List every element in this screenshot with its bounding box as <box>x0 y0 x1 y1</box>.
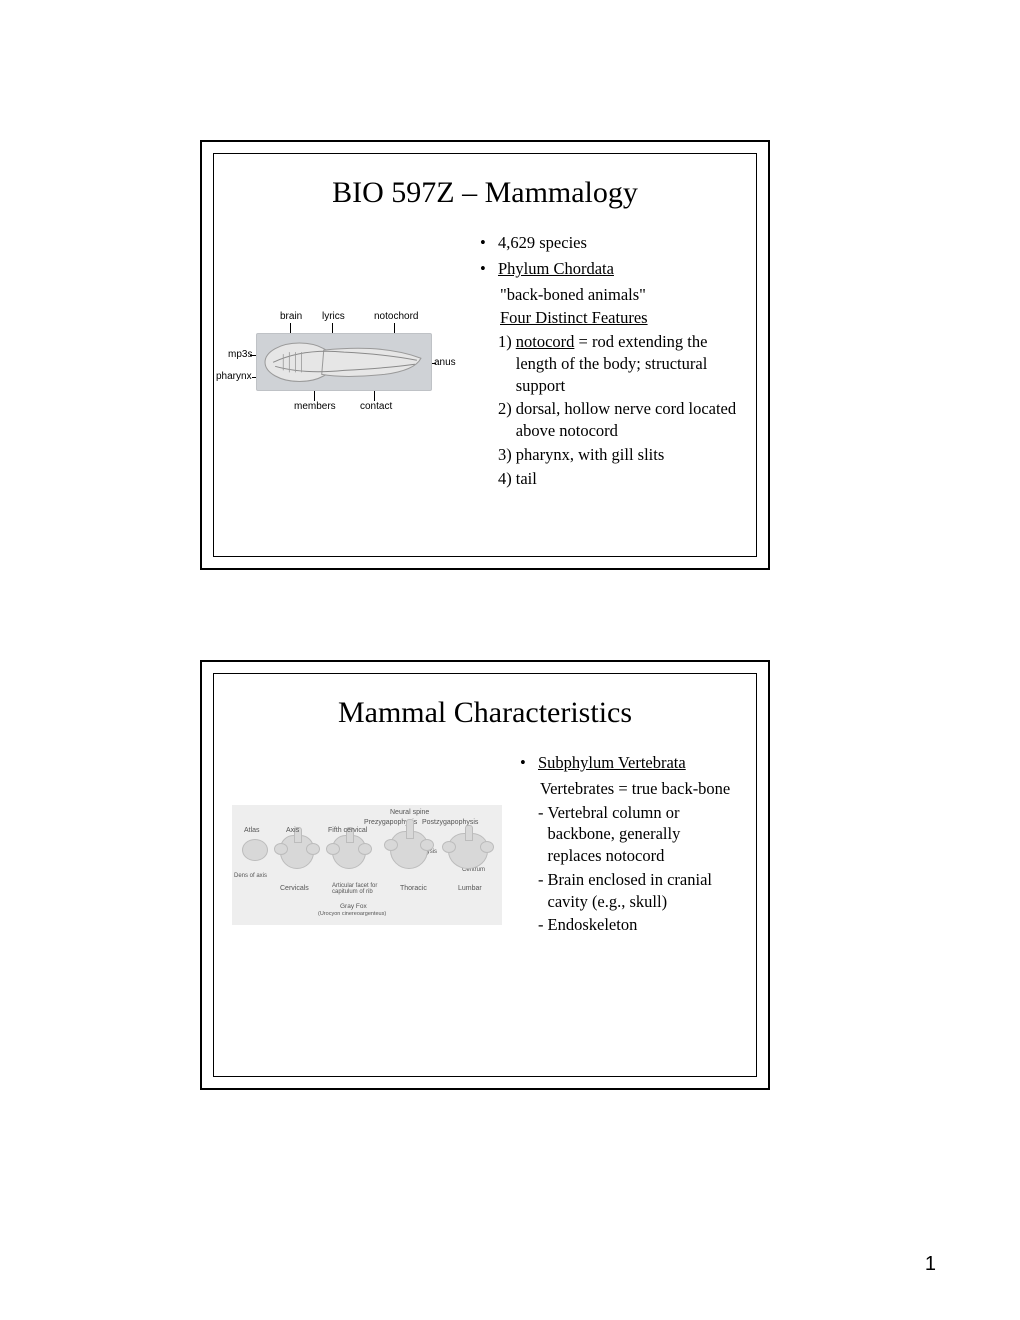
diagram-label: Neural spine <box>390 809 429 816</box>
feature-number: 2) <box>498 398 516 442</box>
feature-text: pharynx, with gill slits <box>516 444 738 466</box>
diagram-label-contact: contact <box>360 401 392 412</box>
feature-item: 2) dorsal, hollow nerve cord located abo… <box>480 398 738 442</box>
diagram-label-mp3s: mp3s <box>228 349 252 360</box>
slide-1-diagram: brain lyrics notochord mp3s pharynx anus <box>232 232 462 491</box>
bullet-dot-icon <box>480 232 498 254</box>
slide-2-body: Neural spine Prezygapophysis Postzygapop… <box>232 752 738 938</box>
bullet-dot-icon <box>520 752 538 774</box>
diagram-label: Thoracic <box>400 885 427 892</box>
feature-item: 1) notocord = rod extending the length o… <box>480 331 738 396</box>
dash-item: - Endoskeleton <box>520 914 738 936</box>
diagram-label-members: members <box>294 401 336 412</box>
subline: "back-boned animals" <box>480 284 738 306</box>
bullet-item: 4,629 species <box>480 232 738 254</box>
dash-item: - Vertebral column or backbone, generall… <box>520 802 738 867</box>
slide-1-content: 4,629 species Phylum Chordata "back-bone… <box>480 232 738 491</box>
slide-1-title: BIO 597Z – Mammalogy <box>232 176 738 210</box>
diagram-label-lyrics: lyrics <box>322 311 345 322</box>
feature-item: 3) pharynx, with gill slits <box>480 444 738 466</box>
slide-2-diagram: Neural spine Prezygapophysis Postzygapop… <box>232 752 502 938</box>
vertebrae-diagram: Neural spine Prezygapophysis Postzygapop… <box>232 805 502 925</box>
slide-2: Mammal Characteristics Neural spine Prez… <box>200 660 770 1090</box>
dash-icon: - <box>538 914 548 936</box>
feature-item: 4) tail <box>480 468 738 490</box>
diagram-label: Axis <box>286 827 299 834</box>
vertebra-shape <box>332 835 366 869</box>
embryo-icon <box>263 340 425 385</box>
vertebra-shape <box>242 839 268 861</box>
diagram-label: Cervicals <box>280 885 309 892</box>
features-header: Four Distinct Features <box>480 307 738 329</box>
bullet-text: 4,629 species <box>498 232 587 254</box>
diagram-caption: Gray Fox <box>340 903 367 910</box>
feature-number: 4) <box>498 468 516 490</box>
chordate-imagebox <box>256 333 432 391</box>
dash-item: - Brain enclosed in cranial cavity (e.g.… <box>520 869 738 913</box>
feature-number: 3) <box>498 444 516 466</box>
chordate-diagram: brain lyrics notochord mp3s pharynx anus <box>232 287 452 457</box>
bullet-item: Phylum Chordata <box>480 258 738 280</box>
feature-term: notocord <box>516 332 575 351</box>
dash-text: Vertebral column or backbone, generally … <box>548 802 739 867</box>
diagram-label: Dens of axis <box>234 873 267 879</box>
diagram-label: Fifth cervical <box>328 827 367 834</box>
dash-icon: - <box>538 802 548 867</box>
diagram-label: Atlas <box>244 827 260 834</box>
slide-1-inner: BIO 597Z – Mammalogy brain lyrics notoch… <box>213 153 757 557</box>
diagram-label-pharynx: pharynx <box>216 371 252 382</box>
feature-text: dorsal, hollow nerve cord located above … <box>516 398 738 442</box>
diagram-label: Articular facet for capitulum of rib <box>332 883 392 895</box>
diagram-label-anus: anus <box>434 357 456 368</box>
slide-2-inner: Mammal Characteristics Neural spine Prez… <box>213 673 757 1077</box>
slide-1: BIO 597Z – Mammalogy brain lyrics notoch… <box>200 140 770 570</box>
vertebra-shape <box>390 831 428 869</box>
dash-text: Endoskeleton <box>548 914 739 936</box>
bullet-text: Subphylum Vertebrata <box>538 752 686 774</box>
vertebra-shape <box>280 835 314 869</box>
dash-icon: - <box>538 869 548 913</box>
feature-text: tail <box>516 468 738 490</box>
diagram-caption: (Urocyon cinereoargenteus) <box>318 911 386 917</box>
feature-text: notocord = rod extending the length of t… <box>516 331 738 396</box>
diagram-label: Lumbar <box>458 885 482 892</box>
slide-2-title: Mammal Characteristics <box>232 696 738 730</box>
diagram-label-brain: brain <box>280 311 302 322</box>
page: BIO 597Z – Mammalogy brain lyrics notoch… <box>0 0 1020 1320</box>
slide-1-body: brain lyrics notochord mp3s pharynx anus <box>232 232 738 491</box>
diagram-label-notochord: notochord <box>374 311 418 322</box>
vertebra-shape <box>448 833 488 869</box>
bullet-dot-icon <box>480 258 498 280</box>
feature-number: 1) <box>498 331 516 396</box>
bullet-item: Subphylum Vertebrata <box>520 752 738 774</box>
dash-text: Brain enclosed in cranial cavity (e.g., … <box>548 869 739 913</box>
bullet-text: Phylum Chordata <box>498 258 614 280</box>
slide-2-content: Subphylum Vertebrata Vertebrates = true … <box>520 752 738 938</box>
page-number: 1 <box>925 1253 936 1276</box>
subline: Vertebrates = true back-bone <box>520 778 738 800</box>
